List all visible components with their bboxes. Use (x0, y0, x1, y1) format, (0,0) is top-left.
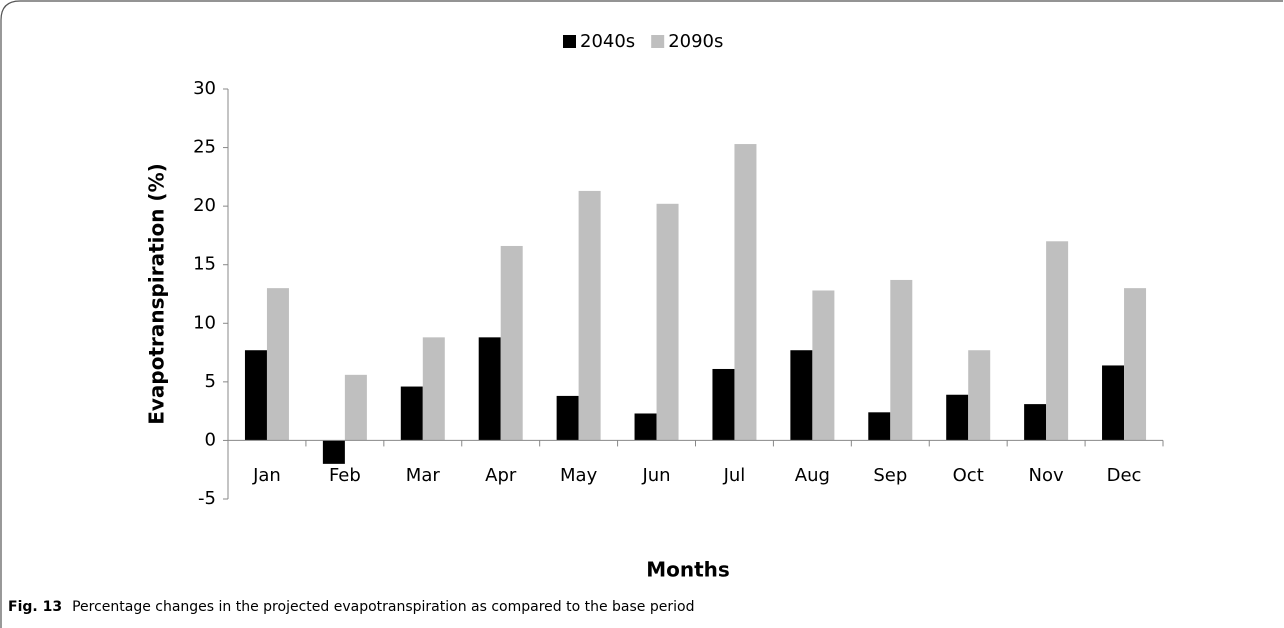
x-tick-label: Jul (723, 465, 746, 486)
bar (790, 350, 813, 441)
x-tick-label: Mar (406, 465, 441, 486)
x-tick-label: Feb (329, 465, 361, 486)
y-tick-label: 5 (205, 371, 216, 392)
x-tick-label: May (560, 465, 598, 486)
bar (812, 290, 835, 441)
x-tick-label: Dec (1107, 465, 1142, 486)
bar (1124, 288, 1147, 441)
y-tick-label: 0 (205, 429, 216, 450)
bar (634, 413, 657, 441)
x-tick-label: Sep (873, 465, 907, 486)
bar (556, 395, 579, 441)
legend-swatch (563, 35, 576, 48)
caption: Fig. 13 Percentage changes in the project… (8, 599, 694, 615)
x-tick-label: Oct (953, 465, 984, 486)
bar (400, 386, 423, 441)
bar (968, 350, 991, 441)
y-tick-label: 20 (193, 195, 216, 216)
bar (244, 350, 267, 441)
x-axis-label: Months (646, 558, 730, 582)
bar (734, 144, 757, 441)
x-tick-label: Aug (795, 465, 830, 486)
legend-label: 2090s (668, 31, 723, 52)
bar (266, 288, 289, 441)
bar (478, 337, 501, 441)
y-axis-label: Evapotranspiration (%) (145, 163, 169, 425)
y-tick-label: 10 (193, 312, 216, 333)
x-tick-label: Nov (1029, 465, 1064, 486)
y-tick-label: 25 (193, 137, 216, 158)
bar (1046, 241, 1069, 441)
bar (946, 394, 969, 441)
bar (868, 412, 891, 441)
legend-label: 2040s (580, 31, 635, 52)
y-tick-label: -5 (198, 488, 216, 509)
caption-text: Percentage changes in the projected evap… (72, 599, 694, 615)
x-tick-label: Jun (641, 465, 670, 486)
bar (656, 203, 679, 441)
y-tick-label: 30 (193, 78, 216, 99)
bar (1102, 365, 1125, 441)
bar (890, 279, 913, 441)
x-tick-label: Jan (252, 465, 281, 486)
bar (712, 368, 735, 441)
legend-swatch (651, 35, 665, 48)
y-tick-label: 15 (193, 254, 216, 275)
caption-label: Fig. 13 (8, 599, 62, 615)
bar (422, 337, 445, 441)
x-tick-label: Apr (485, 465, 517, 486)
bar (500, 245, 523, 441)
bar (344, 374, 367, 441)
bar (322, 440, 345, 464)
bar (578, 190, 601, 441)
bar (1024, 404, 1047, 441)
